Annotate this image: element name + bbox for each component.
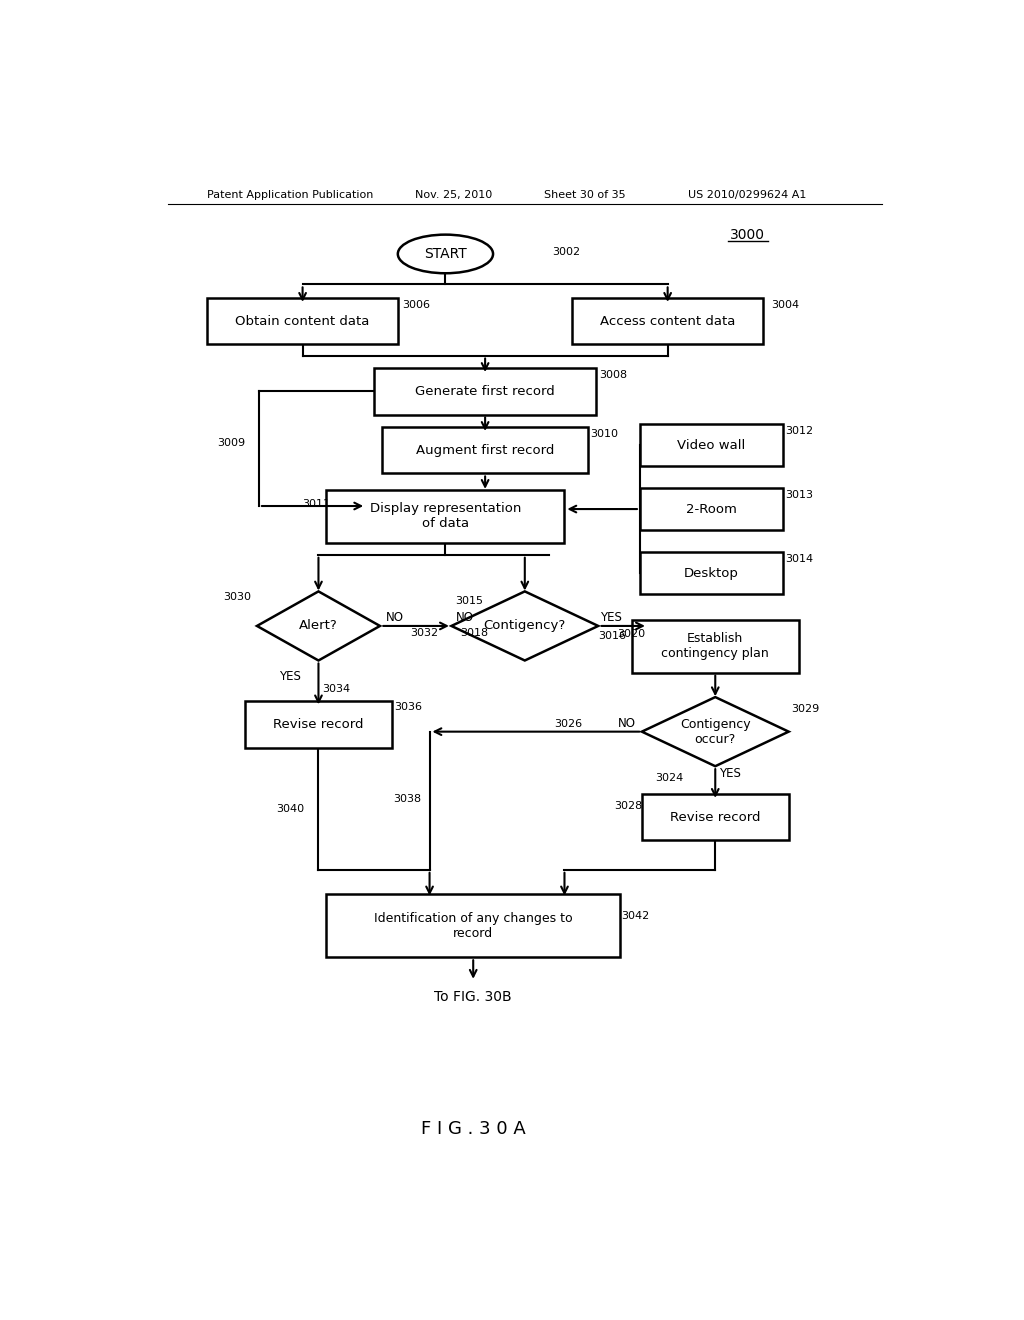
Text: Establish
contingency plan: Establish contingency plan (662, 632, 769, 660)
Text: 3015: 3015 (456, 595, 483, 606)
Text: Contigency
occur?: Contigency occur? (680, 718, 751, 746)
Text: 3002: 3002 (553, 247, 581, 257)
Text: 2-Room: 2-Room (686, 503, 736, 516)
Text: 3038: 3038 (393, 793, 422, 804)
Text: 3008: 3008 (599, 370, 628, 380)
Text: 3026: 3026 (554, 718, 583, 729)
FancyBboxPatch shape (572, 297, 763, 345)
Text: US 2010/0299624 A1: US 2010/0299624 A1 (688, 190, 806, 201)
Text: Identification of any changes to
record: Identification of any changes to record (374, 912, 572, 940)
Text: Revise record: Revise record (670, 810, 761, 824)
Text: 3030: 3030 (223, 593, 251, 602)
Text: 3024: 3024 (655, 774, 684, 783)
FancyBboxPatch shape (640, 487, 782, 531)
FancyBboxPatch shape (640, 424, 782, 466)
Text: 3000: 3000 (729, 227, 765, 242)
FancyBboxPatch shape (632, 620, 799, 673)
Text: Patent Application Publication: Patent Application Publication (207, 190, 374, 201)
Text: 3034: 3034 (323, 684, 350, 694)
Text: 3004: 3004 (771, 300, 799, 310)
Text: YES: YES (280, 671, 301, 684)
Text: 3006: 3006 (401, 300, 430, 310)
Text: Access content data: Access content data (600, 314, 735, 327)
Ellipse shape (398, 235, 494, 273)
Text: Revise record: Revise record (273, 718, 364, 731)
Text: Generate first record: Generate first record (416, 384, 555, 397)
FancyBboxPatch shape (382, 426, 588, 474)
FancyBboxPatch shape (374, 368, 596, 414)
Text: 3032: 3032 (411, 628, 438, 638)
Text: Nov. 25, 2010: Nov. 25, 2010 (415, 190, 492, 201)
FancyBboxPatch shape (207, 297, 397, 345)
Text: 3018: 3018 (460, 628, 487, 638)
Text: 3040: 3040 (276, 804, 304, 814)
FancyBboxPatch shape (640, 552, 782, 594)
Text: Display representation
of data: Display representation of data (370, 502, 521, 531)
Text: NO: NO (617, 717, 636, 730)
Text: 3042: 3042 (622, 911, 650, 920)
Text: To FIG. 30B: To FIG. 30B (434, 990, 512, 1005)
Text: 3013: 3013 (785, 490, 813, 500)
Text: 3028: 3028 (614, 801, 642, 810)
Text: Video wall: Video wall (677, 438, 745, 451)
Text: F I G . 3 0 A: F I G . 3 0 A (421, 1121, 525, 1138)
Text: Desktop: Desktop (684, 566, 738, 579)
Text: Sheet 30 of 35: Sheet 30 of 35 (544, 190, 625, 201)
Text: 3020: 3020 (617, 630, 645, 639)
Polygon shape (257, 591, 380, 660)
FancyBboxPatch shape (327, 894, 620, 957)
Text: 3009: 3009 (217, 438, 246, 447)
Text: 3012: 3012 (785, 426, 813, 436)
Polygon shape (642, 697, 788, 766)
Polygon shape (452, 591, 598, 660)
Text: YES: YES (600, 611, 622, 624)
Text: Alert?: Alert? (299, 619, 338, 632)
Text: Augment first record: Augment first record (416, 444, 554, 457)
Text: 3029: 3029 (792, 705, 819, 714)
Text: NO: NO (386, 611, 403, 624)
Text: Obtain content data: Obtain content data (236, 314, 370, 327)
Text: 3011: 3011 (302, 499, 331, 510)
FancyBboxPatch shape (245, 701, 392, 748)
Text: 3014: 3014 (785, 554, 813, 564)
Text: YES: YES (719, 767, 741, 780)
Text: 3016: 3016 (599, 631, 627, 642)
FancyBboxPatch shape (327, 490, 564, 543)
Text: 3010: 3010 (590, 429, 617, 438)
FancyBboxPatch shape (642, 793, 788, 841)
Text: START: START (424, 247, 467, 261)
Text: 3036: 3036 (394, 702, 422, 713)
Text: Contigency?: Contigency? (483, 619, 566, 632)
Text: NO: NO (456, 611, 474, 624)
